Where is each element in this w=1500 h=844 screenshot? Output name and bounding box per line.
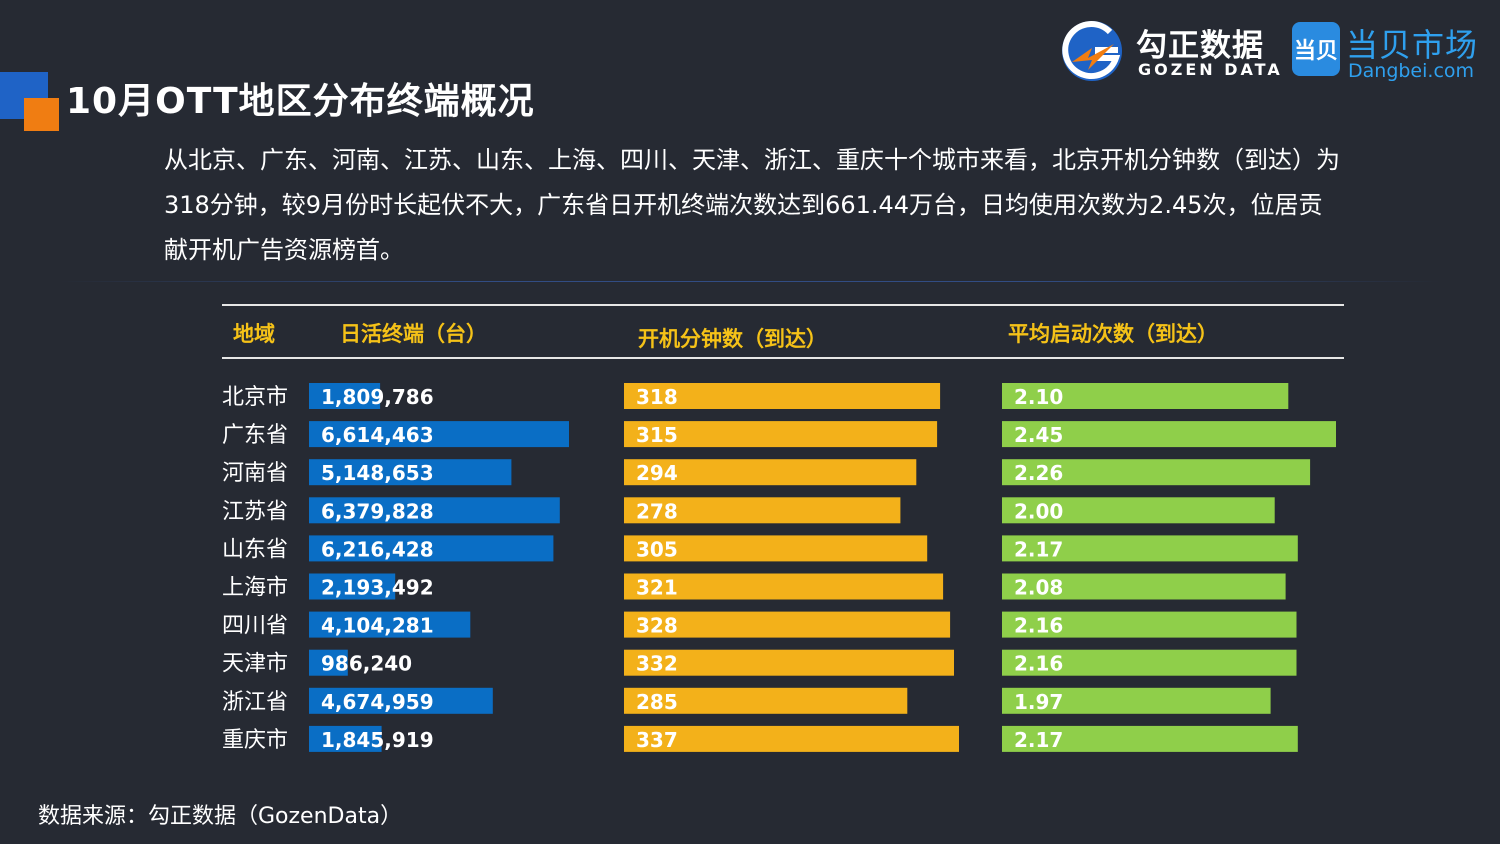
source-note: 数据来源：勾正数据（GozenData） bbox=[38, 804, 403, 829]
data-label-terminals: 986,240 bbox=[321, 652, 412, 676]
decor-orange-square bbox=[24, 98, 59, 131]
region-label: 浙江省 bbox=[222, 690, 288, 715]
data-label-starts: 2.10 bbox=[1014, 385, 1063, 409]
data-label-minutes: 305 bbox=[636, 537, 678, 561]
gozen-logo-icon bbox=[1062, 21, 1122, 81]
bar-starts bbox=[1002, 459, 1311, 486]
data-label-starts: 2.17 bbox=[1014, 728, 1063, 752]
data-label-starts: 2.08 bbox=[1014, 576, 1063, 600]
bar-terminals bbox=[309, 649, 348, 676]
bar-minutes bbox=[624, 573, 944, 600]
data-label-terminals: 6,216,428 bbox=[321, 537, 434, 561]
bar-minutes bbox=[624, 421, 938, 448]
dangbei-logo-name: 当贝市场 bbox=[1346, 26, 1479, 64]
data-label-terminals: 5,148,653 bbox=[321, 461, 434, 485]
bar-starts bbox=[1002, 611, 1297, 638]
bar-minutes bbox=[624, 459, 917, 486]
bar-terminals bbox=[309, 459, 512, 486]
data-label-terminals: 1,809,786 bbox=[321, 385, 434, 409]
gozen-logo: 勾正数据 GOZEN DATA bbox=[1058, 18, 1288, 84]
dangbei-logo-subtitle: Dangbei.com bbox=[1348, 60, 1475, 82]
data-label-terminals: 6,379,828 bbox=[321, 499, 434, 523]
data-label-minutes: 278 bbox=[636, 499, 678, 523]
bar-terminals bbox=[309, 725, 382, 752]
data-label-terminals: 2,193,492 bbox=[321, 576, 434, 600]
data-label-starts: 2.45 bbox=[1014, 423, 1063, 447]
data-label-starts: 2.16 bbox=[1014, 614, 1063, 638]
region-label: 广东省 bbox=[222, 423, 288, 448]
column-header-region: 地域 bbox=[233, 322, 275, 346]
bar-minutes bbox=[624, 611, 951, 638]
region-label: 四川省 bbox=[222, 614, 288, 639]
bar-terminals bbox=[309, 573, 396, 600]
page-title: 10月OTT地区分布终端概况 bbox=[66, 81, 535, 122]
region-label: 北京市 bbox=[222, 385, 288, 410]
bar-starts bbox=[1002, 497, 1275, 524]
bar-minutes bbox=[624, 535, 928, 562]
column-header-starts: 平均启动次数（到达） bbox=[1008, 322, 1218, 346]
column-header-terminals: 日活终端（台） bbox=[340, 322, 487, 346]
region-label: 山东省 bbox=[222, 537, 288, 562]
bar-minutes bbox=[624, 383, 941, 409]
data-label-minutes: 285 bbox=[636, 690, 678, 714]
data-label-starts: 2.00 bbox=[1014, 499, 1063, 523]
bar-minutes bbox=[624, 687, 908, 714]
bar-starts bbox=[1002, 421, 1336, 448]
bar-minutes bbox=[624, 649, 954, 676]
bar-starts bbox=[1002, 649, 1297, 676]
bar-starts bbox=[1002, 573, 1286, 600]
region-label: 重庆市 bbox=[222, 728, 288, 753]
bar-starts bbox=[1002, 383, 1289, 409]
bar-starts bbox=[1002, 687, 1271, 714]
data-label-starts: 2.17 bbox=[1014, 537, 1063, 561]
description-text: 从北京、广东、河南、江苏、山东、上海、四川、天津、浙江、重庆十个城市来看，北京开… bbox=[164, 146, 1340, 264]
column-header-minutes: 开机分钟数（到达） bbox=[638, 327, 827, 351]
bar-terminals bbox=[309, 535, 554, 562]
region-label: 河南省 bbox=[222, 461, 288, 486]
section-divider bbox=[60, 281, 1440, 282]
data-label-minutes: 337 bbox=[636, 728, 678, 752]
data-label-minutes: 318 bbox=[636, 385, 678, 409]
dangbei-logo: 当贝 当贝市场 Dangbei.com bbox=[1292, 20, 1492, 82]
table-rule-header bbox=[222, 357, 1344, 359]
region-label: 天津市 bbox=[222, 652, 288, 677]
bar-terminals bbox=[309, 383, 381, 409]
gozen-logo-subtitle: GOZEN DATA bbox=[1138, 60, 1283, 79]
bar-starts bbox=[1002, 725, 1298, 752]
bar-minutes bbox=[624, 497, 901, 524]
bar-terminals bbox=[309, 421, 569, 448]
data-label-minutes: 294 bbox=[636, 461, 678, 485]
data-label-starts: 2.26 bbox=[1014, 461, 1063, 485]
gozen-logo-name: 勾正数据 bbox=[1136, 28, 1264, 64]
bar-minutes bbox=[624, 725, 959, 752]
data-label-minutes: 321 bbox=[636, 576, 678, 600]
bar-terminals bbox=[309, 687, 493, 714]
data-label-starts: 2.16 bbox=[1014, 652, 1063, 676]
region-label: 江苏省 bbox=[222, 499, 288, 524]
bar-terminals bbox=[309, 497, 560, 524]
data-label-terminals: 4,104,281 bbox=[321, 614, 434, 638]
table-rule-top bbox=[222, 304, 1344, 306]
data-label-terminals: 4,674,959 bbox=[321, 690, 434, 714]
data-label-terminals: 6,614,463 bbox=[321, 423, 434, 447]
data-label-minutes: 332 bbox=[636, 652, 678, 676]
data-label-starts: 1.97 bbox=[1014, 690, 1063, 714]
dangbei-logo-mark: 当贝 bbox=[1292, 22, 1340, 76]
data-label-minutes: 315 bbox=[636, 423, 678, 447]
bar-terminals bbox=[309, 611, 471, 638]
bar-starts bbox=[1002, 535, 1298, 562]
data-label-minutes: 328 bbox=[636, 614, 678, 638]
data-label-terminals: 1,845,919 bbox=[321, 728, 434, 752]
region-label: 上海市 bbox=[222, 576, 288, 601]
